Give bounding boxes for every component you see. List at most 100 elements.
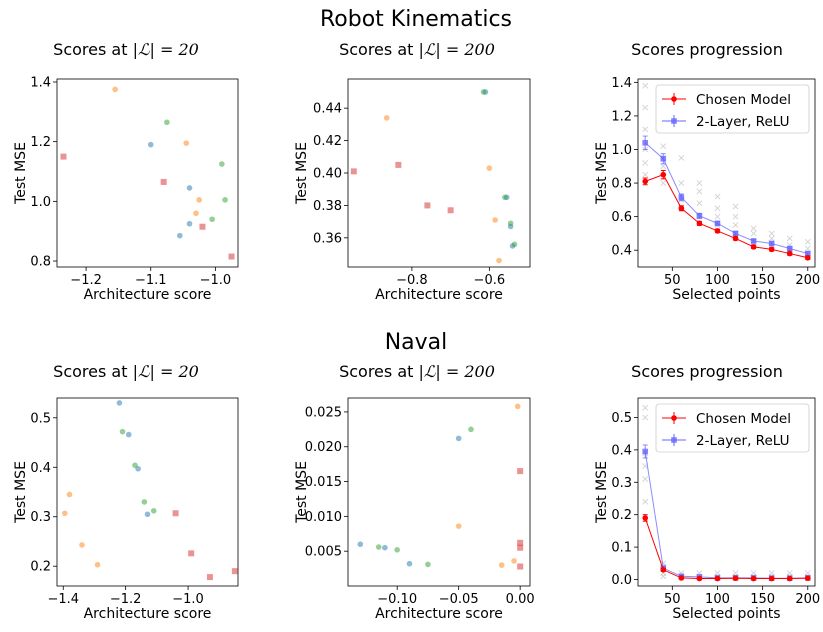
plot-frame [57, 398, 238, 586]
cloud-point [733, 222, 738, 227]
y-tick-label: 0.2 [611, 508, 632, 523]
x-tick-label: 200 [795, 592, 820, 607]
cloud-point [715, 194, 720, 199]
scatter-point [407, 561, 413, 567]
x-tick-label: −1.2 [70, 273, 102, 288]
cloud-point [643, 127, 648, 132]
svg-text:Scores at |ℒ| = 20: Scores at |ℒ| = 20 [53, 362, 199, 381]
series-marker [715, 576, 721, 582]
series-marker-square [769, 241, 775, 247]
panel-title-2: Scores at |ℒ| = 200 [339, 40, 495, 59]
cloud-point [751, 570, 756, 575]
scatter-point [511, 558, 517, 564]
y-tick-label: 0.36 [313, 231, 342, 246]
x-axis-label: Architecture score [375, 287, 503, 303]
x-axis-label: Architecture score [84, 606, 212, 622]
svg-text:Scores at |ℒ| = 200: Scores at |ℒ| = 200 [339, 40, 495, 59]
series-marker [715, 228, 721, 234]
y-tick-label: 0.6 [611, 210, 632, 225]
svg-text:Scores at |ℒ| = 20: Scores at |ℒ| = 20 [53, 40, 199, 59]
scatter-point-square [188, 550, 194, 556]
scatter-point [209, 216, 215, 222]
series-marker [751, 576, 757, 582]
scatter-point [384, 115, 390, 121]
series-line [645, 175, 808, 258]
scatter-point [79, 542, 85, 548]
x-tick-label: 50 [664, 592, 681, 607]
series-marker [769, 247, 775, 253]
cloud-point [787, 570, 792, 575]
plot-frame [348, 398, 530, 586]
x-tick-label: −1.0 [172, 592, 204, 607]
x-axis-label: Architecture score [375, 606, 503, 622]
scatter-point [112, 87, 118, 93]
scatter-point [187, 221, 193, 227]
scatter-point [187, 185, 193, 191]
y-axis-label: Test MSE [294, 461, 310, 524]
series-marker-square [787, 246, 793, 252]
series-marker-square [642, 449, 648, 455]
legend-label: 2-Layer, ReLU [696, 433, 790, 449]
series-line [645, 518, 808, 579]
y-tick-label: 0.005 [305, 545, 342, 560]
chart-panel-5: −0.10 −0.05 0.000.0050.0100.0150.0200.025A… [294, 398, 535, 622]
scatter-point-square [351, 168, 357, 174]
y-tick-label: 0.5 [611, 411, 632, 426]
legend-label: 2-Layer, ReLU [696, 114, 790, 130]
cloud-point [643, 105, 648, 110]
plot-frame [348, 79, 530, 267]
y-tick-label: 1.4 [611, 76, 632, 91]
scatter-point [425, 562, 431, 568]
series-marker [697, 576, 703, 582]
x-tick-label: −1.2 [110, 592, 142, 607]
y-axis-label: Test MSE [13, 461, 29, 524]
panel-title-1: Scores at |ℒ| = 20 [53, 40, 199, 59]
series-line [645, 143, 808, 254]
series-marker [733, 236, 739, 242]
y-tick-label: 0.38 [313, 199, 342, 214]
x-tick-label: −1.4 [47, 592, 79, 607]
cloud-point [805, 239, 810, 244]
scatter-point [357, 541, 363, 547]
series-marker [679, 205, 685, 211]
scatter-point [132, 462, 138, 468]
cloud-point [733, 570, 738, 575]
y-tick-label: 0.025 [305, 405, 342, 420]
y-tick-label: 1.4 [30, 75, 51, 90]
y-tick-label: 0.4 [611, 244, 632, 259]
scatter-point [62, 510, 68, 516]
cloud-point [697, 201, 702, 206]
cloud-point [697, 180, 702, 185]
cloud-point [643, 172, 648, 177]
cloud-point [733, 214, 738, 219]
y-tick-label: 1.0 [30, 195, 51, 210]
svg-text:Scores progression: Scores progression [631, 40, 783, 59]
cloud-point [805, 246, 810, 251]
cloud-point [805, 570, 810, 575]
legend-marker [671, 415, 677, 421]
series-marker-square [679, 195, 685, 201]
series-marker [679, 575, 685, 581]
scatter-point [67, 492, 73, 498]
scatter-point-square [424, 202, 430, 208]
series-marker [697, 221, 703, 227]
series-marker [660, 172, 666, 178]
legend-marker [671, 118, 677, 124]
x-tick-label: −0.10 [377, 592, 417, 607]
x-tick-label: −0.8 [396, 273, 428, 288]
scatter-point [481, 89, 487, 95]
y-tick-label: 0.3 [611, 476, 632, 491]
cloud-point [733, 204, 738, 209]
panel-title-4: Scores at |ℒ| = 20 [53, 362, 199, 381]
series-marker [787, 251, 793, 257]
scatter-point [512, 242, 518, 248]
cloud-point [697, 189, 702, 194]
y-tick-label: 0.015 [305, 475, 342, 490]
series-marker [805, 255, 811, 261]
section-title-naval: Naval [385, 330, 448, 355]
x-tick-label: 100 [705, 273, 730, 288]
scatter-point-square [173, 510, 179, 516]
series-marker [642, 179, 648, 185]
y-tick-label: 0.010 [305, 510, 342, 525]
x-tick-label: 50 [664, 273, 681, 288]
